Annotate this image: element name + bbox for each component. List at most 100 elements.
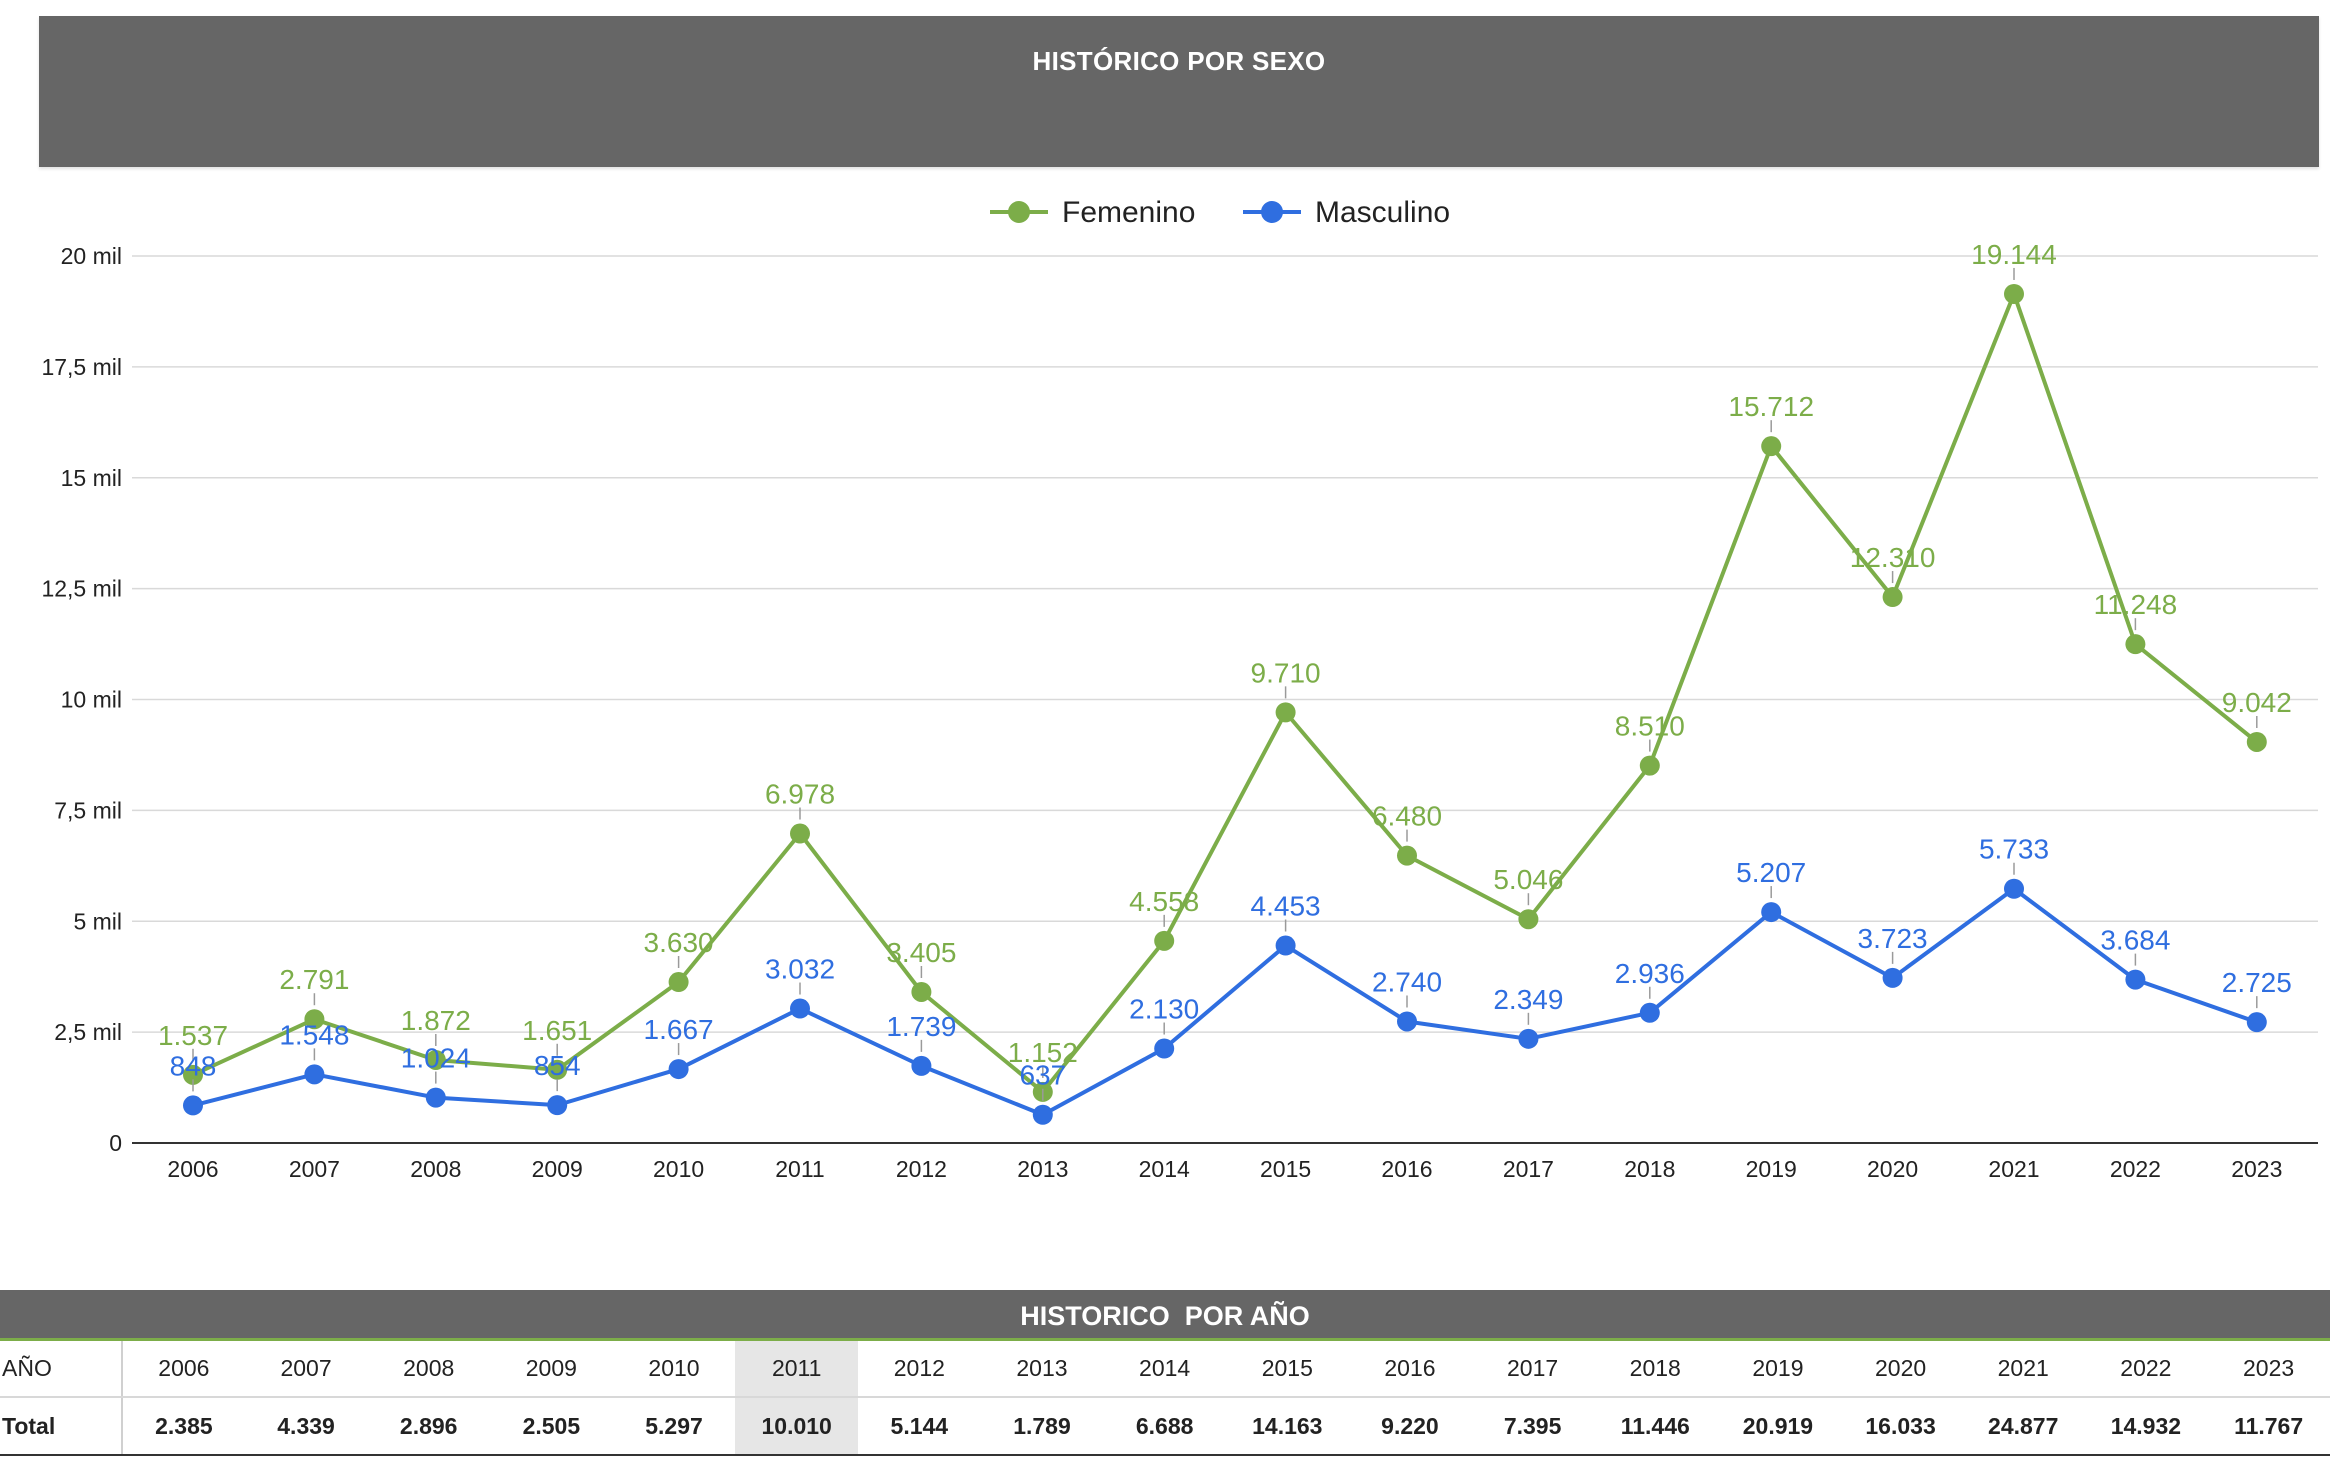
total-label: Total (0, 1397, 124, 1456)
data-point-femenino (2125, 634, 2146, 655)
data-point-masculino (1275, 935, 1296, 956)
legend-item-femenino[interactable]: Femenino (990, 196, 1195, 229)
chart-title-banner: HISTÓRICO POR SEXO (39, 16, 2319, 167)
line-chart: 0 2,5 mil 5 mil 7,5 mil 10 mil 12,5 mil 15 mil… (41, 196, 2318, 1182)
data-label-femenino: 1.651 (522, 1015, 592, 1046)
table-year-cell: 2020 (1839, 1341, 1962, 1398)
data-label-femenino: 5.046 (1493, 864, 1563, 895)
data-label-femenino: 6.978 (765, 779, 835, 810)
data-point-masculino (1518, 1028, 1539, 1049)
x-tick-label: 2013 (1017, 1156, 1068, 1182)
x-tick-label: 2021 (1988, 1156, 2039, 1182)
data-point-femenino (911, 981, 932, 1002)
legend[interactable]: Femenino Masculino (990, 196, 1450, 229)
legend-swatch-marker (1008, 201, 1030, 223)
table-total-cell: 2.385 (122, 1397, 245, 1456)
table-year-cell: 2022 (2084, 1341, 2208, 1398)
data-point-femenino (1518, 909, 1539, 930)
data-label-masculino: 2.130 (1129, 994, 1199, 1025)
data-label-femenino: 3.630 (644, 927, 714, 958)
data-point-femenino (1275, 702, 1296, 723)
table-total-cell: 14.932 (2084, 1397, 2208, 1456)
data-label-femenino: 1.872 (401, 1005, 471, 1036)
x-tick-label: 2020 (1867, 1156, 1918, 1182)
data-point-femenino (1882, 587, 1903, 608)
data-label-femenino: 8.510 (1615, 711, 1685, 742)
data-label-femenino: 2.791 (279, 964, 349, 995)
table-years-row: AÑO 2006 2007 2008 2009 2010 2011 2012 2013 2014… (0, 1341, 2330, 1398)
yearly-totals-table: AÑO 2006 2007 2008 2009 2010 2011 2012 2013 2014… (0, 1341, 2330, 1456)
table-year-cell: 2023 (2207, 1341, 2330, 1398)
x-tick-label: 2014 (1139, 1156, 1190, 1182)
x-tick-label: 2007 (289, 1156, 340, 1182)
legend-item-masculino[interactable]: Masculino (1243, 196, 1450, 229)
legend-swatch-marker (1261, 201, 1283, 223)
data-label-masculino: 1.739 (886, 1011, 956, 1042)
y-tick-label: 10 mil (61, 687, 122, 713)
table-total-cell: 10.010 (735, 1397, 858, 1456)
x-tick-label: 2022 (2110, 1156, 2161, 1182)
data-label-masculino: 3.723 (1858, 923, 1928, 954)
y-tick-label: 20 mil (61, 243, 122, 269)
y-tick-label: 17,5 mil (41, 354, 122, 380)
data-point-masculino (911, 1055, 932, 1076)
y-axis: 0 2,5 mil 5 mil 7,5 mil 10 mil 12,5 mil 15 mil… (41, 243, 2318, 1156)
data-label-masculino: 2.725 (2222, 967, 2292, 998)
table-total-cell: 14.163 (1225, 1397, 1349, 1456)
table-title: HISTORICO POR AÑO (0, 1290, 2330, 1341)
table-year-cell: 2006 (122, 1341, 245, 1398)
table-total-cell: 11.767 (2207, 1397, 2330, 1456)
table-total-cell: 24.877 (1961, 1397, 2085, 1456)
x-axis: 2006 2007 2008 2009 2010 2011 2012 2013 2014 2015… (167, 1156, 2282, 1182)
table-total-cell: 1.789 (980, 1397, 1104, 1456)
series-layer: 1.537 2.791 1.872 1.651 3.630 6.978 3.405 1.152… (158, 239, 2292, 1125)
data-label-masculino: 1.667 (644, 1014, 714, 1045)
chart-title: HISTÓRICO POR SEXO (1032, 46, 1326, 76)
data-label-femenino: 12.310 (1850, 542, 1936, 573)
table-year-cell: 2021 (1961, 1341, 2085, 1398)
row-header-label: AÑO (0, 1341, 124, 1398)
data-point-masculino (183, 1095, 203, 1116)
table-total-cell: 4.339 (244, 1397, 368, 1456)
data-point-femenino (1397, 845, 1417, 866)
data-label-masculino: 1.548 (279, 1019, 349, 1050)
data-label-masculino: 4.453 (1251, 891, 1321, 922)
data-label-femenino: 1.152 (1008, 1037, 1078, 1068)
data-point-femenino (304, 1009, 325, 1030)
yearly-table-section: HISTORICO POR AÑO AÑO 2006 2007 2008 2009 20… (0, 1290, 2330, 1456)
data-label-femenino: 15.712 (1728, 391, 1814, 422)
table-year-cell: 2014 (1103, 1341, 1226, 1398)
table-total-cell: 20.919 (1716, 1397, 1840, 1456)
data-point-femenino (425, 1049, 446, 1070)
table-year-cell: 2016 (1348, 1341, 1472, 1398)
data-point-masculino (1397, 1011, 1417, 1032)
data-label-masculino: 3.032 (765, 954, 835, 985)
x-tick-label: 2016 (1381, 1156, 1432, 1182)
table-year-cell: 2013 (980, 1341, 1104, 1398)
data-point-femenino (1154, 930, 1175, 951)
x-tick-label: 2012 (896, 1156, 947, 1182)
data-label-masculino: 2.936 (1615, 958, 1685, 989)
x-tick-label: 2017 (1503, 1156, 1554, 1182)
x-tick-label: 2009 (532, 1156, 583, 1182)
x-tick-label: 2023 (2231, 1156, 2282, 1182)
data-label-femenino: 19.144 (1971, 239, 2057, 270)
data-point-femenino (2246, 731, 2267, 752)
data-label-masculino: 2.740 (1372, 966, 1442, 997)
table-year-cell: 2011 (735, 1341, 858, 1398)
data-label-femenino: 1.537 (158, 1020, 228, 1051)
data-point-masculino (304, 1064, 325, 1085)
y-tick-label: 5 mil (73, 908, 122, 934)
data-label-masculino: 5.733 (1979, 834, 2049, 865)
data-point-femenino (790, 823, 810, 844)
y-tick-label: 2,5 mil (54, 1019, 122, 1045)
table-year-cell: 2007 (244, 1341, 368, 1398)
table-total-cell: 2.505 (490, 1397, 613, 1456)
data-label-masculino: 854 (534, 1050, 581, 1081)
grid-lines (132, 255, 2318, 1033)
data-point-femenino (2004, 283, 2024, 304)
table-year-cell: 2018 (1593, 1341, 1717, 1398)
x-tick-label: 2018 (1624, 1156, 1675, 1182)
data-point-femenino (668, 972, 689, 993)
data-point-masculino (1761, 902, 1782, 923)
